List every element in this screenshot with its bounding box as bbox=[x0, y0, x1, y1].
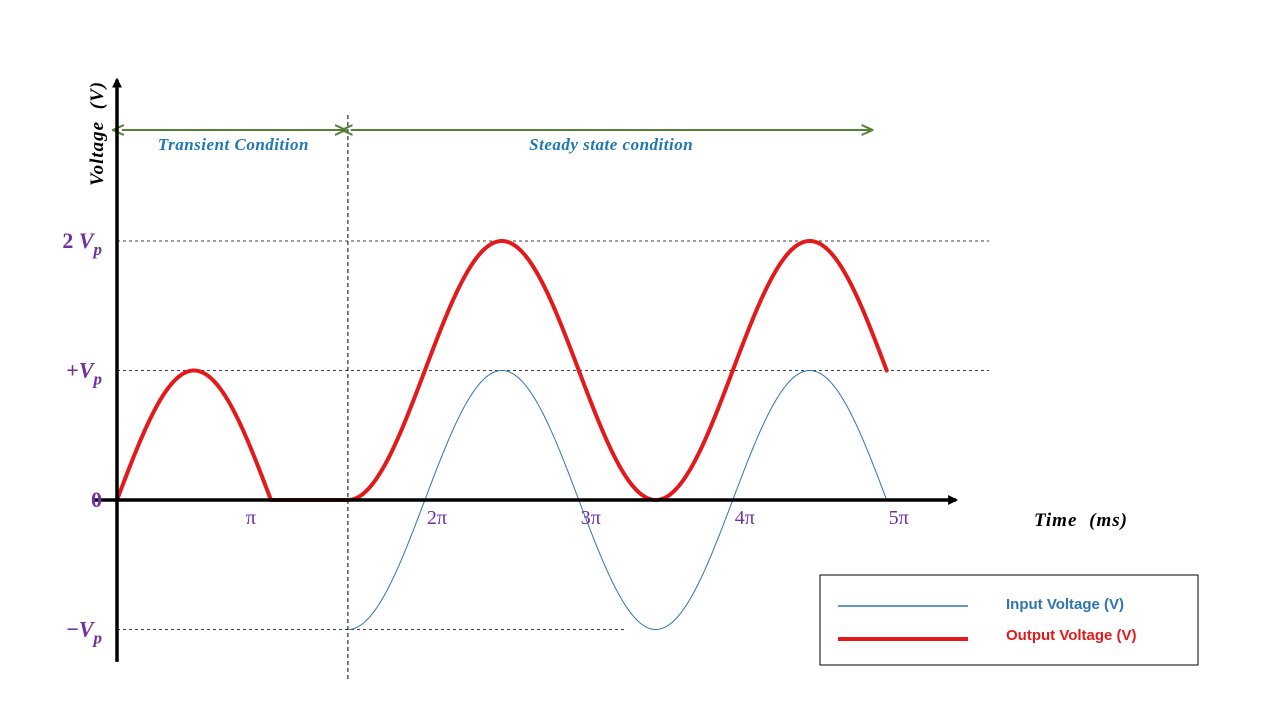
region-label: Transient Condition bbox=[158, 135, 309, 154]
x-tick-label: 2π bbox=[427, 507, 447, 529]
y-tick-label: 0 bbox=[91, 487, 102, 512]
x-tick-labels: π 2π 3π 4π 5π bbox=[246, 507, 909, 529]
legend-label-output: Output Voltage (V) bbox=[1006, 627, 1137, 644]
x-tick-label: 3π bbox=[581, 507, 601, 529]
x-axis-title: Time (ms) bbox=[1034, 510, 1128, 531]
y-tick-label: +Vp bbox=[66, 358, 102, 389]
x-axis-title-main: Time bbox=[1034, 510, 1077, 531]
y-tick-label: −Vp bbox=[66, 617, 102, 648]
y-tick-label: 2 Vp bbox=[62, 228, 102, 259]
region-label: Steady state condition bbox=[529, 135, 693, 154]
legend-box bbox=[820, 575, 1198, 665]
y-axis-title-unit: (V) bbox=[87, 81, 108, 109]
y-axis-title-main: Voltage bbox=[87, 121, 108, 186]
legend: Input Voltage (V) Output Voltage (V) bbox=[820, 575, 1198, 665]
y-axis-title: Voltage (V) bbox=[87, 81, 108, 186]
x-tick-label: 5π bbox=[889, 507, 909, 529]
region-annotations: Transient Condition Steady state conditio… bbox=[122, 130, 872, 154]
x-tick-label: π bbox=[246, 507, 256, 529]
legend-label-input: Input Voltage (V) bbox=[1006, 596, 1124, 613]
x-tick-label: 4π bbox=[735, 507, 755, 529]
y-tick-labels: 2 Vp +Vp 0 −Vp bbox=[62, 228, 102, 648]
x-axis-title-unit: (ms) bbox=[1089, 510, 1128, 531]
